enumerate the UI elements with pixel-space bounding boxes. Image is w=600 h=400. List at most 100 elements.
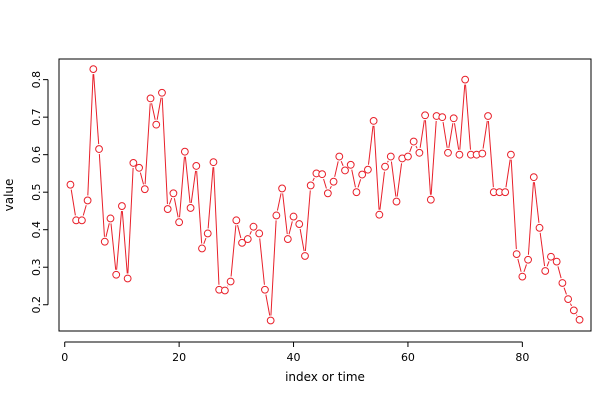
series-segment <box>510 159 517 250</box>
data-point <box>306 181 315 190</box>
series-segment <box>329 185 332 190</box>
x-tick-label: 0 <box>61 351 68 364</box>
series-segment <box>230 225 237 277</box>
data-point <box>129 159 138 167</box>
data-point <box>501 188 510 197</box>
series-segment <box>82 205 87 216</box>
series-segment <box>110 223 117 270</box>
data-point <box>89 65 98 74</box>
series-segment <box>249 231 252 235</box>
series-segment <box>409 146 413 153</box>
data-point <box>77 216 86 225</box>
series-segment <box>156 97 162 120</box>
data-point <box>209 158 218 167</box>
series-segment <box>151 103 156 120</box>
data-point <box>272 211 281 220</box>
data-point <box>369 117 378 125</box>
data-point <box>112 270 121 279</box>
series-segment <box>196 170 203 244</box>
data-point <box>249 222 258 231</box>
series-segment <box>442 122 448 148</box>
data-point <box>152 120 161 129</box>
x-tick-label: 60 <box>401 351 415 364</box>
series-segment <box>270 220 277 316</box>
data-point <box>484 112 492 120</box>
data-point <box>186 204 195 212</box>
data-point <box>100 237 109 246</box>
series-segment <box>351 169 356 188</box>
data-point <box>118 202 126 210</box>
data-point <box>535 223 544 232</box>
data-point <box>512 250 521 258</box>
data-point <box>386 152 395 161</box>
data-point <box>444 148 452 157</box>
y-axis-title: value <box>2 179 16 212</box>
y-axis: 0.2 0.3 0.4 0.5 0.6 0.7 0.8 <box>30 71 49 314</box>
data-point <box>278 184 286 193</box>
series-segment <box>168 197 173 205</box>
series-segment <box>373 125 380 210</box>
data-point <box>547 252 555 261</box>
data-point <box>507 150 515 159</box>
x-tick-label: 20 <box>172 351 186 364</box>
data-point <box>358 170 367 179</box>
data-point <box>415 148 424 157</box>
series-segment <box>105 223 110 237</box>
data-point <box>289 212 298 221</box>
data-point <box>146 94 155 103</box>
data-point <box>455 150 464 159</box>
series-segment <box>139 172 144 185</box>
series-segment <box>203 237 207 244</box>
series-segment <box>213 167 220 285</box>
series-segment <box>487 120 494 188</box>
series-segment <box>237 225 242 239</box>
data-point <box>524 255 532 264</box>
series-segment <box>459 84 466 150</box>
series-segment <box>98 154 105 237</box>
data-point <box>564 295 573 304</box>
data-point <box>169 189 178 198</box>
data-point <box>95 145 103 153</box>
series-segment <box>161 97 168 205</box>
data-point <box>203 229 212 238</box>
series-segment <box>576 314 578 316</box>
x-axis-title: index or time <box>285 370 365 384</box>
data-point <box>518 272 527 281</box>
data-point <box>569 306 578 315</box>
data-point <box>163 205 172 213</box>
series-segment <box>379 171 385 210</box>
series-segment <box>430 120 437 195</box>
data-point <box>352 188 361 197</box>
series-segment <box>527 182 534 255</box>
data-point <box>461 75 470 84</box>
data-point <box>295 220 304 228</box>
y-tick-label: 0.8 <box>30 71 43 89</box>
data-point <box>158 88 166 97</box>
series-segment <box>557 266 562 279</box>
series-segment <box>415 145 418 149</box>
data-point <box>392 197 401 206</box>
data-point <box>175 218 184 227</box>
y-tick-label: 0.2 <box>30 296 43 314</box>
data-point <box>364 165 372 174</box>
series-segment <box>523 264 527 273</box>
data-point <box>255 229 264 238</box>
series-segment <box>563 287 567 295</box>
data-point <box>106 214 115 223</box>
data-point <box>478 149 487 158</box>
series-segment <box>505 159 511 188</box>
series-segment <box>288 221 293 235</box>
data-point <box>329 177 338 186</box>
data-point <box>83 196 92 205</box>
data-point <box>318 170 327 179</box>
y-tick-label: 0.3 <box>30 258 43 276</box>
series-segment <box>299 228 305 252</box>
series-segment <box>265 294 271 316</box>
x-tick-label: 40 <box>287 351 301 364</box>
series-segment <box>517 258 522 272</box>
series-segment <box>546 261 550 267</box>
data-point <box>375 210 384 219</box>
data-point <box>232 216 241 225</box>
series-segment <box>396 163 403 197</box>
series-segment <box>121 211 128 274</box>
